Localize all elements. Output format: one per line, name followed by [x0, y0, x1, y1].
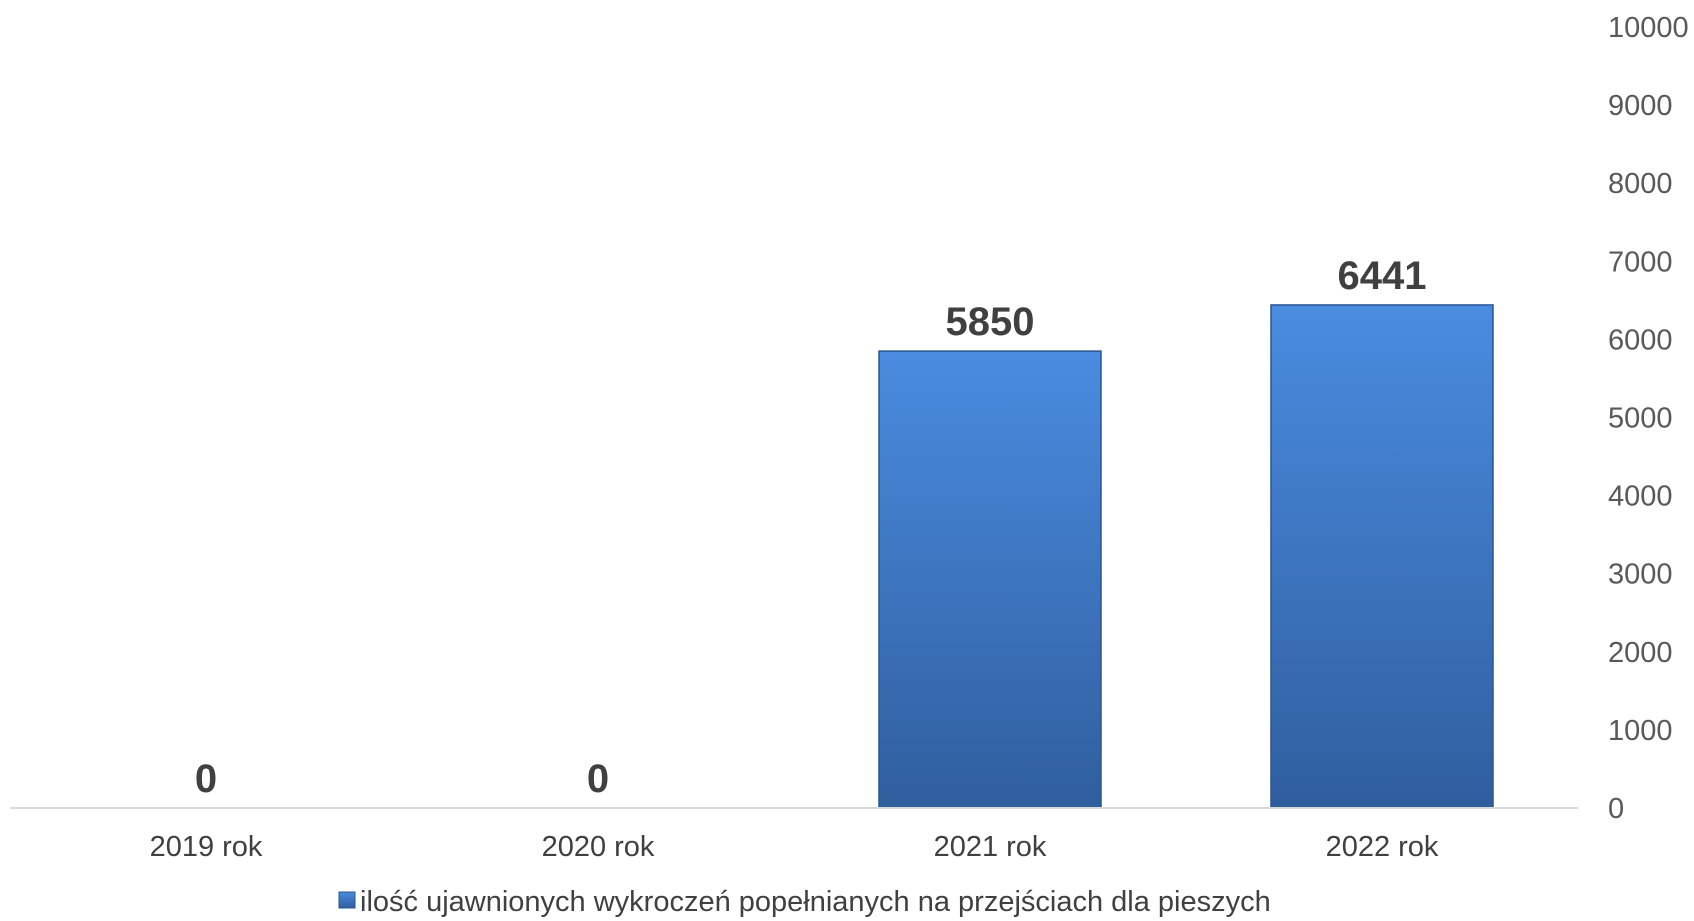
legend-swatch [338, 891, 356, 909]
x-tick-label: 2022 rok [1326, 831, 1439, 863]
y-tick-label: 8000 [1608, 168, 1673, 200]
y-tick-label: 2000 [1608, 637, 1673, 669]
x-tick-label: 2019 rok [150, 831, 263, 863]
data-label: 5850 [946, 300, 1035, 344]
y-tick-label: 6000 [1608, 324, 1673, 356]
data-label: 0 [587, 757, 609, 801]
plot-area: 0 0 5850 6441 [195, 254, 1494, 809]
y-tick-label: 1000 [1608, 715, 1673, 747]
bar [1270, 304, 1494, 809]
x-axis: 2019 rok 2020 rok 2021 rok 2022 rok [10, 807, 1578, 863]
y-tick-label: 5000 [1608, 403, 1673, 435]
legend-label: ilość ujawnionych wykroczeń popełnianych… [360, 886, 1271, 918]
legend: ilość ujawnionych wykroczeń popełnianych… [338, 886, 1271, 918]
data-label: 0 [195, 757, 217, 801]
y-tick-label: 4000 [1608, 481, 1673, 513]
y-tick-label: 0 [1608, 793, 1624, 825]
bar [878, 350, 1102, 809]
y-tick-label: 9000 [1608, 90, 1673, 122]
x-tick-label: 2021 rok [934, 831, 1047, 863]
y-axis: 0 1000 2000 3000 4000 5000 6000 7000 8000 9000 100… [1608, 12, 1689, 825]
y-tick-label: 10000 [1608, 12, 1689, 44]
y-tick-label: 3000 [1608, 559, 1673, 591]
data-label: 6441 [1338, 254, 1427, 298]
y-tick-label: 7000 [1608, 246, 1673, 278]
x-tick-label: 2020 rok [542, 831, 655, 863]
